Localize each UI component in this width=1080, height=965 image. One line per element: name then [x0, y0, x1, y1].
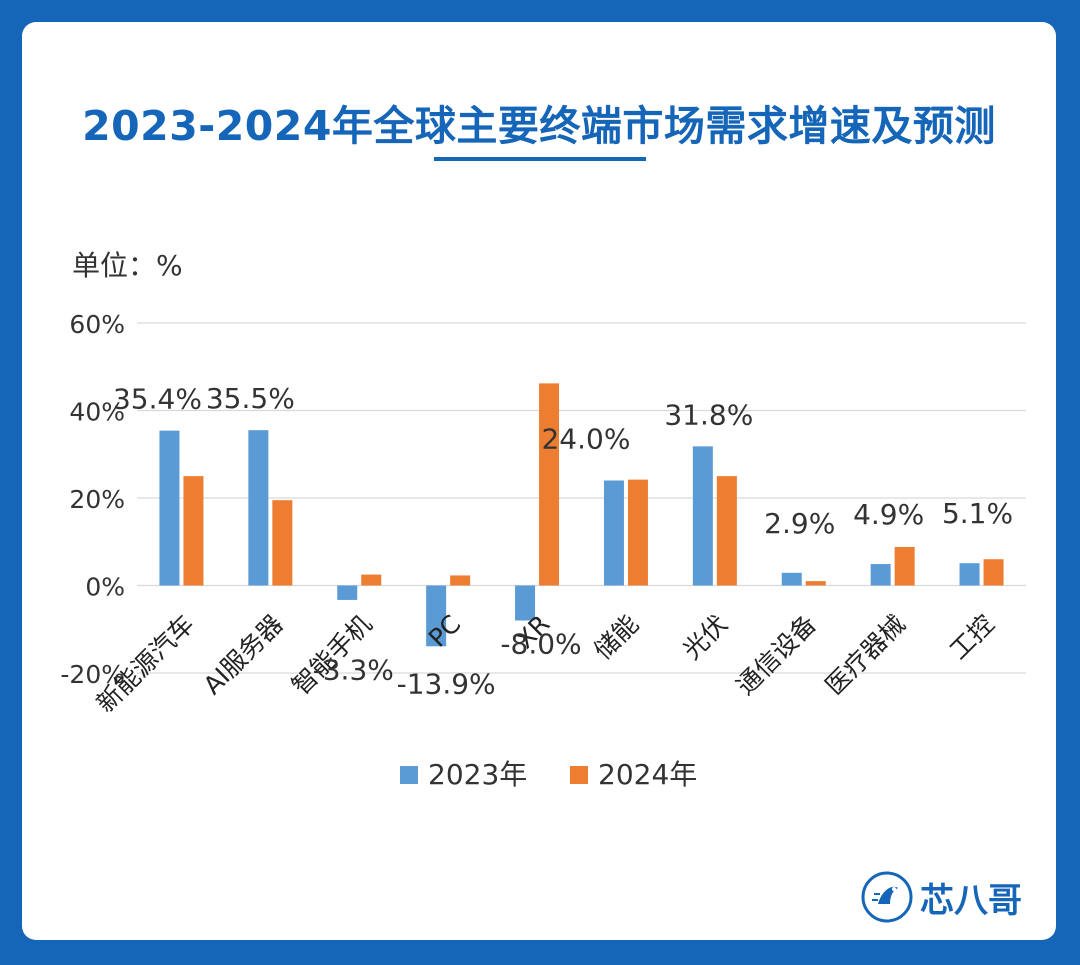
data-label: 35.4% [113, 383, 202, 416]
data-label: 4.9% [853, 498, 924, 531]
chart-card: 2023-2024年全球主要终端市场需求增速及预测 单位：% 60% 40% 20%… [22, 22, 1056, 940]
category-label: 光伏 [677, 609, 733, 665]
bird-logo-icon [861, 871, 913, 923]
data-label: 24.0% [541, 423, 630, 456]
legend-label: 2023年 [428, 758, 527, 791]
bar-2023 [248, 430, 269, 586]
bar-2024 [450, 575, 471, 586]
bar-2023 [337, 585, 358, 600]
bar-2024 [894, 547, 915, 586]
legend-label: 2024年 [598, 758, 697, 791]
title-underline [434, 157, 646, 161]
bar-2023 [959, 563, 980, 586]
bar-2023 [426, 585, 447, 647]
y-tick-label: 20% [69, 485, 125, 514]
data-label: 35.5% [206, 382, 295, 415]
unit-label: 单位：% [72, 249, 183, 282]
brand-logo: 芯八哥 [860, 870, 1022, 924]
page-title: 2023-2024年全球主要终端市场需求增速及预测 [82, 102, 996, 150]
bar-2023 [159, 430, 180, 586]
bar-2024 [716, 476, 737, 586]
data-label: -3.3% [313, 654, 394, 687]
bar-2023 [781, 572, 802, 586]
bar-2023 [515, 585, 536, 621]
category-label: 工控 [944, 609, 1000, 665]
category-label: 医疗器械 [820, 609, 911, 700]
legend-swatch-2023 [400, 766, 418, 784]
legend-swatch-2024 [570, 766, 588, 784]
y-tick-label: 60% [69, 310, 125, 339]
data-label: -8.0% [500, 628, 581, 661]
category-label: 通信设备 [731, 609, 822, 700]
y-tick-label: 40% [69, 398, 125, 427]
data-label: 2.9% [764, 507, 835, 540]
y-tick-label: 0% [85, 573, 125, 602]
category-label: AI服务器 [198, 609, 289, 700]
bar-2023 [603, 480, 624, 586]
bar-2023 [692, 446, 713, 586]
bar-2024 [361, 574, 382, 586]
bar-2024 [183, 476, 204, 586]
brand-name: 芯八哥 [920, 880, 1022, 921]
bar-2024 [805, 581, 826, 586]
data-label: -13.9% [397, 668, 496, 701]
data-label: 5.1% [942, 497, 1013, 530]
bar-2024 [627, 479, 648, 586]
y-tick-label: -20% [60, 660, 125, 689]
bar-2024 [272, 500, 293, 586]
bar-2024 [539, 383, 560, 586]
bar-2024 [983, 559, 1004, 586]
bar-2023 [870, 564, 891, 586]
category-label: 储能 [588, 609, 644, 665]
data-label: 31.8% [664, 398, 753, 431]
